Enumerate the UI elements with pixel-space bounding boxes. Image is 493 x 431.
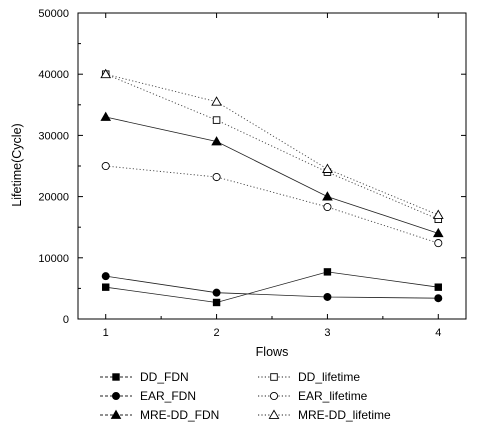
series-mre-dd-lifetime [100, 68, 444, 219]
data-point [322, 191, 333, 201]
legend-label: EAR_lifetime [298, 389, 368, 403]
data-point [100, 68, 112, 79]
data-point [434, 294, 443, 303]
legend-item: EAR_FDN [100, 389, 196, 403]
series-line [105, 73, 439, 216]
y-tick-label: 30000 [38, 130, 69, 142]
data-point [212, 288, 221, 297]
legend-marker [110, 409, 122, 419]
data-point [434, 239, 443, 248]
x-tick-label: 2 [214, 327, 220, 339]
data-point [434, 283, 442, 291]
data-point [323, 292, 332, 301]
y-tick-label: 10000 [38, 253, 69, 265]
legend-label: MRE-DD_FDN [140, 408, 219, 422]
axes: 1 2 3 4 0 10000 20000 30000 40000 50000 [38, 8, 467, 339]
legend-item: MRE-DD_FDN [100, 408, 219, 422]
data-point [212, 116, 221, 124]
data-point [101, 161, 110, 171]
plot-frame [77, 12, 467, 320]
series-dd-fdn [102, 268, 442, 307]
x-axis-title: Flows [256, 345, 289, 359]
y-tick-label: 20000 [38, 192, 69, 204]
series-line [105, 275, 439, 299]
series-line [105, 73, 439, 220]
legend-item: EAR_lifetime [258, 389, 368, 403]
legend-marker [269, 391, 279, 401]
data-point [212, 298, 221, 307]
data-point [432, 227, 444, 238]
legend-marker [112, 373, 120, 381]
legend-marker [270, 373, 278, 381]
data-point [432, 209, 444, 219]
legend-item: DD_lifetime [258, 370, 360, 384]
data-point [211, 136, 222, 146]
legend-item: DD_FDN [100, 370, 189, 384]
y-tick-label: 0 [63, 314, 69, 326]
series-ear-lifetime [101, 161, 443, 248]
legend-label: MRE-DD_lifetime [298, 408, 391, 422]
data-point [211, 96, 222, 106]
legend-marker [268, 409, 280, 419]
data-point [323, 268, 332, 276]
series-ear-fdn [101, 272, 443, 303]
legend-label: DD_FDN [140, 370, 189, 384]
y-tick-label: 50000 [38, 8, 69, 20]
x-tick-label: 4 [435, 327, 441, 339]
y-axis-title: Lifetime(Cycle) [10, 123, 24, 206]
legend: DD_FDN DD_lifetime EAR_FDN EAR_lifetime MRE-… [100, 370, 391, 422]
legend-marker [112, 391, 121, 400]
legend-label: EAR_FDN [140, 389, 196, 403]
data-point [212, 172, 221, 182]
series-line [105, 116, 439, 234]
data-point [323, 202, 332, 212]
legend-item: MRE-DD_lifetime [258, 408, 391, 422]
data-point [100, 111, 112, 121]
data-point [101, 272, 110, 281]
data-point [322, 163, 333, 173]
series-line [105, 165, 439, 244]
series-layer [100, 68, 444, 307]
series-dd-lifetime [101, 70, 443, 223]
series-line [105, 271, 439, 303]
legend-label: DD_lifetime [298, 370, 360, 384]
x-tick-label: 3 [324, 327, 330, 339]
x-tick-label: 1 [103, 327, 109, 339]
data-point [102, 283, 110, 291]
y-tick-label: 40000 [38, 69, 69, 81]
series-mre-dd-fdn [100, 111, 444, 238]
